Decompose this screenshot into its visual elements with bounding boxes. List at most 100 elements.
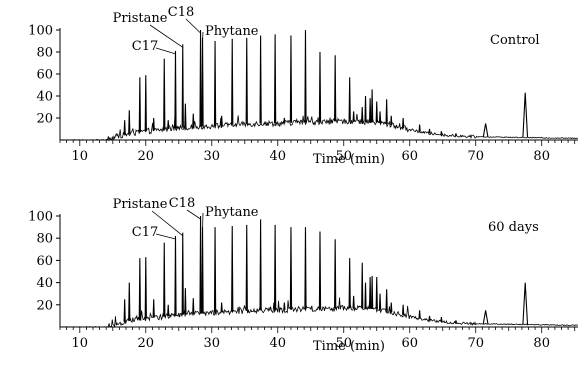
x-tick-label: 60 [401,149,418,164]
y-tick-label: 40 [36,90,53,105]
x-tick-label: 50 [335,336,352,351]
peak [454,320,458,323]
peak [273,224,277,311]
peak [385,99,388,125]
peak [370,89,374,123]
peak [123,299,126,322]
peak [369,98,372,123]
peak [138,258,141,320]
peak-label: C18 [168,5,195,20]
peak [138,77,141,133]
peak [213,227,217,313]
peak [128,110,131,134]
peak [428,315,431,321]
x-tick-label: 30 [203,336,220,351]
peak [440,131,443,135]
peak [378,111,382,123]
peak [245,37,248,125]
peak [361,106,364,122]
y-tick-label: 100 [28,24,53,39]
y-tick-label: 20 [36,112,53,127]
peak [348,77,351,122]
x-tick-label: 10 [72,149,89,164]
peak [364,95,367,122]
peak [163,242,166,317]
peak [231,225,234,312]
peak-label: C17 [132,39,159,54]
peak [352,295,355,309]
peak [378,293,382,310]
peak [152,299,155,318]
peak-label-leader [185,18,201,34]
peak-label: Phytane [205,205,259,220]
peak [184,288,187,315]
peak [401,304,405,315]
peak [352,111,355,122]
peak [522,282,529,325]
peak [289,35,293,123]
peak [199,215,202,314]
x-tick-label: 50 [335,149,352,164]
x-tick-label: 60 [401,336,418,351]
chart-panel-2: 20 40 60 80 100 10 20 30 40 50 60 70 80 Time (min) 60 … [28,196,578,354]
peak [259,219,262,311]
peak [334,55,337,122]
peak [390,115,393,125]
y-tick-label: 40 [36,276,53,291]
peak [318,51,322,123]
peak [283,302,286,311]
x-tick-label: 30 [203,149,220,164]
peak [304,29,307,123]
peak-label-leader [149,24,183,48]
peak [334,239,337,309]
peak [245,224,248,311]
x-tick-label: 70 [467,336,484,351]
x-tick-label: 40 [269,336,286,351]
peak-label: C17 [132,225,159,240]
peak [454,133,458,137]
x-tick-label: 20 [138,149,155,164]
x-tick-label: 20 [138,336,155,351]
peak [167,120,170,130]
peak [174,50,177,129]
peak-label: Pristane [113,197,168,212]
peak [289,227,293,310]
peak [259,35,262,124]
peak [482,123,489,137]
peak [123,120,126,135]
panel-title: 60 days [488,220,539,235]
peak [273,34,277,124]
x-tick-label: 40 [269,149,286,164]
peak [144,257,147,319]
peak [390,302,393,312]
peak [522,92,529,138]
peak-label: C18 [169,196,196,211]
peak [418,124,421,132]
y-tick-label: 60 [36,254,53,269]
peak [181,232,184,315]
peak [440,316,443,322]
peak [192,298,195,315]
x-axis-title: Time (min) [313,339,385,354]
x-tick-label: 70 [467,149,484,164]
peak [152,117,155,131]
peak [370,275,374,309]
y-tick-label: 60 [36,68,53,83]
peak [192,113,195,128]
peak [201,227,204,314]
peak [482,310,489,324]
y-tick-label: 80 [36,46,53,61]
peak-label-leader [155,233,176,240]
peak [128,282,131,321]
panel-title: Control [490,33,540,48]
peak-label-leader [151,210,183,236]
peak [375,277,378,310]
y-tick-label: 80 [36,232,53,247]
peak [369,277,372,309]
peak [385,289,388,311]
peak [401,117,405,128]
peak [318,231,322,310]
peak [199,29,202,127]
peak [220,302,223,313]
peak-label-leader [155,47,176,55]
